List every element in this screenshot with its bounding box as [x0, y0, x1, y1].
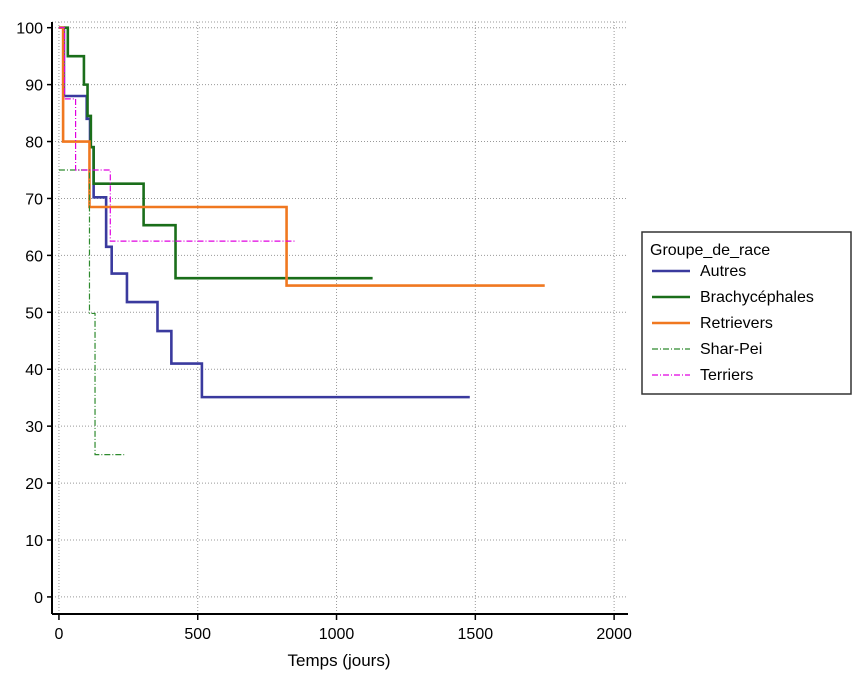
y-tick-label: 30 — [25, 419, 43, 436]
legend: Groupe_de_race Autres Brachycéphales Retri… — [641, 231, 852, 395]
series-line-terriers — [58, 27, 295, 242]
x-tick-label: 1000 — [319, 626, 355, 643]
legend-title: Groupe_de_race — [650, 242, 770, 259]
y-tick-label: 20 — [25, 476, 43, 493]
legend-label: Brachycéphales — [700, 289, 814, 306]
series-line-brachyc-phales — [58, 26, 373, 280]
y-tick-label: 100 — [16, 21, 43, 38]
x-tick-label: 500 — [184, 626, 211, 643]
y-tick-label: 40 — [25, 362, 43, 379]
x-tick-label: 2000 — [596, 626, 632, 643]
legend-box — [641, 231, 852, 395]
y-tick-label: 10 — [25, 533, 43, 550]
y-tick-label: 60 — [25, 248, 43, 265]
legend-label: Autres — [700, 263, 746, 280]
legend-label: Shar-Pei — [700, 341, 762, 358]
grid-lines — [52, 21, 628, 614]
legend-label: Retrievers — [700, 315, 773, 332]
y-tick-label: 70 — [25, 191, 43, 208]
series-line-autres — [58, 26, 470, 399]
y-tick-label: 0 — [34, 590, 43, 607]
series-line-retrievers — [58, 26, 545, 287]
y-tick-label: 50 — [25, 305, 43, 322]
y-tick-label: 90 — [25, 78, 43, 95]
legend-label: Terriers — [700, 367, 753, 384]
x-tick-label: 0 — [54, 626, 63, 643]
x-axis-title: Temps (jours) — [288, 651, 391, 670]
x-tick-label: 1500 — [458, 626, 494, 643]
y-tick-label: 80 — [25, 135, 43, 152]
series-layer — [58, 26, 545, 456]
